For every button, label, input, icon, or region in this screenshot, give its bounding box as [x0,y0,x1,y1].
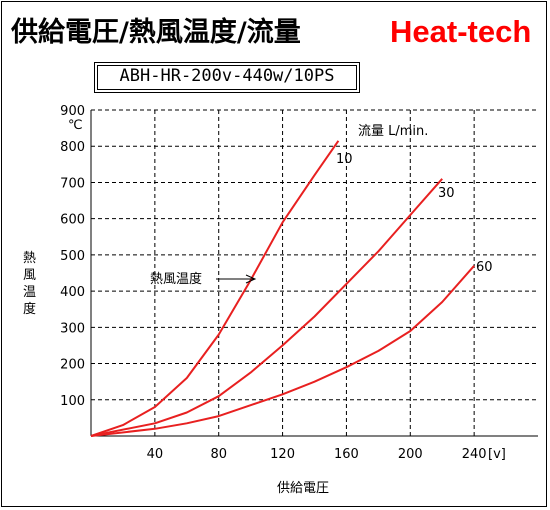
x-tick-label: 160 [334,447,359,462]
legend-title: 流量 L/min. [358,124,428,139]
x-tick-label: 80 [210,447,227,462]
model-label-inner-border [97,65,357,90]
model-label: ABH-HR-200v-440w/10PS [119,66,335,86]
y-tick-label: 900 [60,104,85,119]
series-line-30 [90,178,443,437]
y-tick-label: 500 [60,249,85,264]
series-label-60: 60 [476,260,493,275]
chart-title: 供給電圧/熱風温度/流量 [11,17,301,48]
y-tick-label: 200 [60,358,85,373]
x-axis-unit: [v] [488,447,506,462]
series-label-30: 30 [438,186,455,201]
y-tick-label: 300 [60,321,85,336]
y-tick-label: 600 [60,213,85,228]
model-label-box: ABH-HR-200v-440w/10PS [94,62,360,93]
annotation-label: 熱風温度 [150,271,202,287]
y-tick-label: 100 [60,394,85,409]
y-tick-label: 400 [60,285,85,300]
x-axis-title: 供給電圧 [277,481,329,496]
series-label-10: 10 [336,152,353,167]
y-axis-unit: ℃ [68,118,83,133]
brand-logo: Heat-tech [390,14,532,49]
series-line-60 [90,265,475,437]
x-tick-label: 240 [462,447,487,462]
y-axis-title: 熱風温度 [23,251,36,317]
annotation-arrow-head [245,274,257,284]
series-line-10 [90,140,340,437]
y-tick-label: 700 [60,176,85,191]
y-tick-label: 800 [60,140,85,155]
x-tick-label: 120 [270,447,295,462]
x-tick-label: 40 [147,447,164,462]
x-tick-label: 200 [398,447,423,462]
